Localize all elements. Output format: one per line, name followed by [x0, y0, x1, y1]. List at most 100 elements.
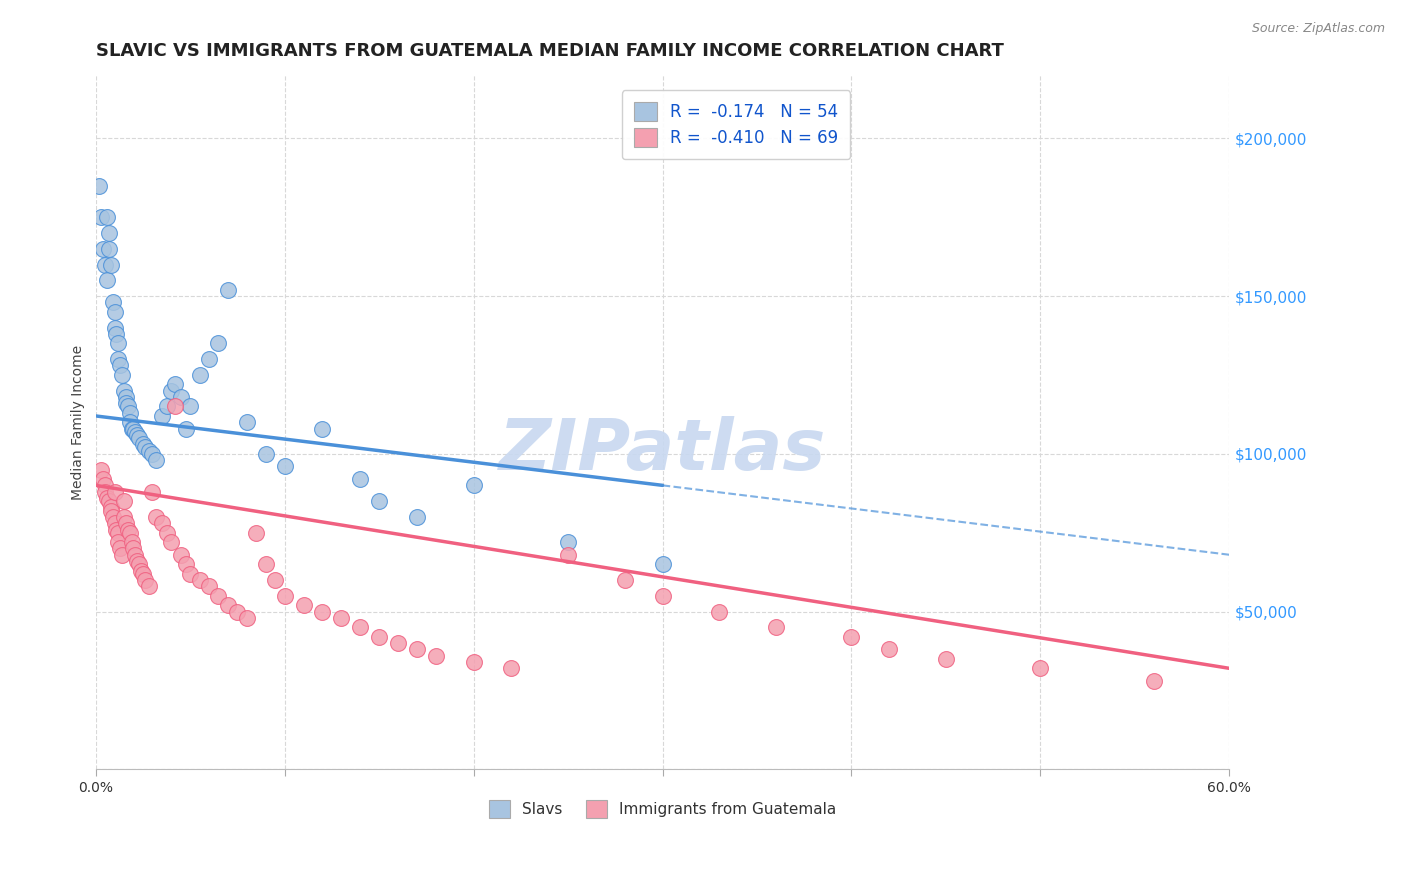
Point: [170, 548, 193, 562]
Point: [117, 523, 139, 537]
Point: [156, 525, 179, 540]
Point: [254, 447, 277, 461]
Point: [94, 478, 117, 492]
Point: [101, 509, 124, 524]
Point: [651, 558, 673, 572]
Point: [145, 453, 167, 467]
Point: [709, 605, 731, 619]
Point: [273, 459, 295, 474]
Point: [134, 573, 156, 587]
Point: [406, 642, 429, 657]
Point: [89, 178, 111, 193]
Point: [124, 425, 146, 439]
Point: [163, 377, 186, 392]
Point: [129, 564, 152, 578]
Point: [1143, 673, 1166, 688]
Point: [112, 384, 135, 398]
Point: [100, 258, 122, 272]
Point: [97, 494, 120, 508]
Point: [368, 630, 391, 644]
Point: [122, 541, 145, 556]
Point: [107, 525, 129, 540]
Text: Source: ZipAtlas.com: Source: ZipAtlas.com: [1251, 22, 1385, 36]
Point: [150, 409, 173, 423]
Point: [387, 636, 409, 650]
Point: [90, 462, 112, 476]
Point: [138, 579, 160, 593]
Point: [141, 447, 163, 461]
Y-axis label: Median Family Income: Median Family Income: [72, 344, 86, 500]
Point: [105, 523, 128, 537]
Point: [877, 642, 900, 657]
Point: [425, 648, 447, 663]
Point: [94, 258, 117, 272]
Point: [117, 400, 139, 414]
Point: [349, 620, 371, 634]
Point: [100, 503, 122, 517]
Point: [349, 472, 371, 486]
Point: [188, 573, 211, 587]
Point: [128, 431, 150, 445]
Point: [188, 368, 211, 382]
Point: [176, 558, 198, 572]
Point: [111, 548, 134, 562]
Point: [217, 599, 239, 613]
Point: [254, 558, 277, 572]
Point: [160, 384, 183, 398]
Point: [100, 500, 122, 515]
Point: [150, 516, 173, 531]
Point: [107, 535, 129, 549]
Point: [115, 396, 138, 410]
Point: [613, 573, 636, 587]
Point: [557, 535, 579, 549]
Point: [94, 484, 117, 499]
Point: [207, 589, 229, 603]
Point: [97, 242, 120, 256]
Point: [217, 283, 239, 297]
Point: [463, 655, 485, 669]
Point: [115, 516, 138, 531]
Point: [132, 566, 155, 581]
Point: [163, 400, 186, 414]
Point: [121, 421, 143, 435]
Point: [112, 494, 135, 508]
Point: [103, 320, 125, 334]
Point: [368, 494, 391, 508]
Point: [273, 589, 295, 603]
Point: [115, 390, 138, 404]
Legend: Slavs, Immigrants from Guatemala: Slavs, Immigrants from Guatemala: [482, 794, 842, 824]
Point: [118, 525, 141, 540]
Point: [264, 573, 287, 587]
Point: [105, 326, 128, 341]
Point: [103, 516, 125, 531]
Point: [107, 352, 129, 367]
Point: [170, 390, 193, 404]
Point: [160, 535, 183, 549]
Point: [111, 368, 134, 382]
Point: [935, 652, 957, 666]
Point: [557, 548, 579, 562]
Text: SLAVIC VS IMMIGRANTS FROM GUATEMALA MEDIAN FAMILY INCOME CORRELATION CHART: SLAVIC VS IMMIGRANTS FROM GUATEMALA MEDI…: [96, 42, 1004, 60]
Point: [103, 484, 125, 499]
Point: [463, 478, 485, 492]
Point: [651, 589, 673, 603]
Point: [292, 599, 315, 613]
Point: [110, 541, 132, 556]
Point: [330, 611, 353, 625]
Point: [107, 336, 129, 351]
Point: [841, 630, 863, 644]
Point: [179, 566, 201, 581]
Point: [156, 400, 179, 414]
Point: [198, 579, 221, 593]
Text: ZIPatlas: ZIPatlas: [499, 416, 827, 484]
Point: [118, 406, 141, 420]
Point: [765, 620, 787, 634]
Point: [122, 421, 145, 435]
Point: [91, 242, 114, 256]
Point: [90, 210, 112, 224]
Point: [311, 421, 333, 435]
Point: [145, 509, 167, 524]
Point: [96, 491, 118, 505]
Point: [118, 415, 141, 429]
Point: [1029, 661, 1052, 675]
